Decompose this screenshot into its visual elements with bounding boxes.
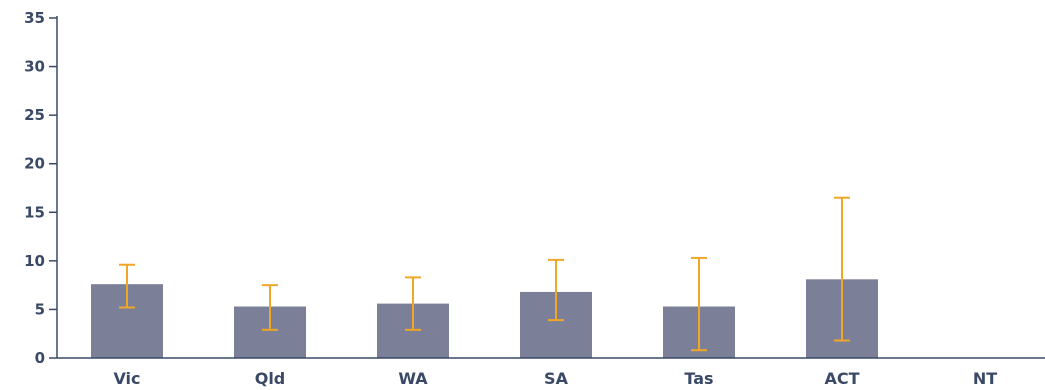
- y-tick-label-35: 35: [24, 9, 45, 27]
- x-tick-label-qld: Qld: [255, 369, 286, 388]
- x-tick-label-nt: NT: [973, 369, 997, 388]
- error-bar-act: [834, 196, 850, 342]
- error-bar-qld: [262, 284, 278, 331]
- axes-group: [56, 16, 1045, 359]
- error-bar-sa: [548, 258, 564, 322]
- x-tick-label-sa: SA: [544, 369, 569, 388]
- error-bar-vic: [119, 263, 135, 309]
- y-tick-label-25: 25: [24, 106, 45, 124]
- y-ticks-group: 0 5 10 15 20 25 30 35: [24, 9, 57, 367]
- x-tick-label-act: ACT: [824, 369, 859, 388]
- bars-group: [91, 279, 878, 358]
- y-tick-label-10: 10: [24, 252, 45, 270]
- y-tick-label-5: 5: [35, 300, 45, 318]
- x-tick-label-wa: WA: [398, 369, 428, 388]
- x-labels-group: Vic Qld WA SA Tas ACT NT: [113, 369, 997, 388]
- error-bar-tas: [691, 256, 707, 352]
- y-tick-label-0: 0: [35, 349, 45, 367]
- x-tick-label-vic: Vic: [113, 369, 140, 388]
- x-tick-label-tas: Tas: [684, 369, 713, 388]
- y-tick-label-30: 30: [24, 58, 45, 76]
- y-tick-label-20: 20: [24, 155, 45, 173]
- y-tick-label-15: 15: [24, 203, 45, 221]
- error-bars-group: [119, 196, 850, 352]
- error-bar-wa: [405, 276, 421, 331]
